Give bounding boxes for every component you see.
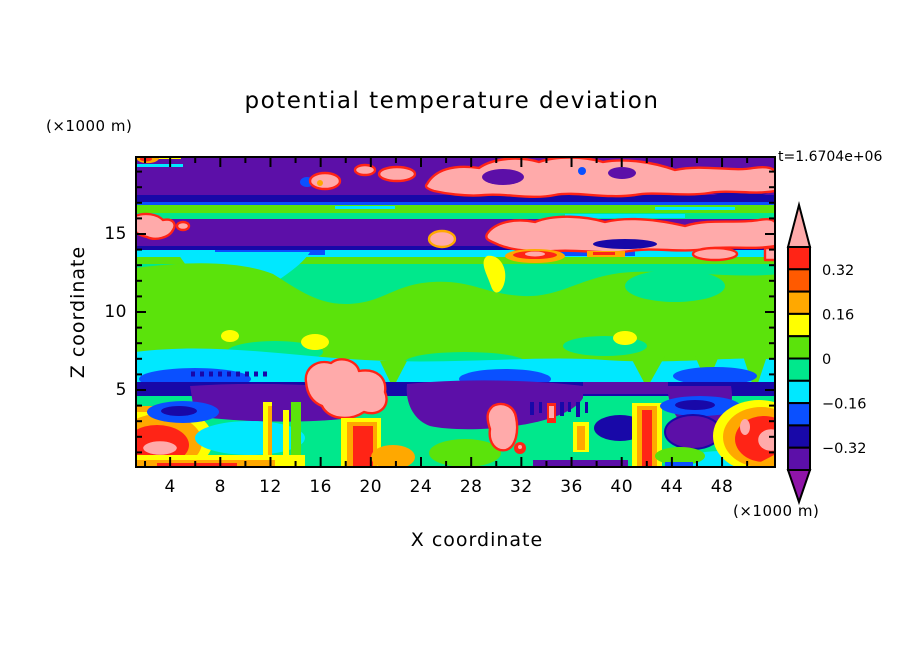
contour-field bbox=[135, 156, 776, 468]
z-tick-label: 15 bbox=[104, 224, 127, 244]
colorbar-segment bbox=[787, 424, 811, 449]
z-axis-units-label: (×1000 m) bbox=[46, 117, 133, 135]
x-tick-label: 24 bbox=[409, 477, 433, 497]
x-tick-label: 44 bbox=[660, 477, 684, 497]
time-annotation: t=1.6704e+06 bbox=[778, 149, 883, 165]
colorbar-segment bbox=[787, 268, 811, 293]
x-tick-label: 36 bbox=[560, 477, 583, 497]
x-tick-label: 12 bbox=[259, 477, 282, 497]
colorbar-segment bbox=[787, 312, 811, 338]
x-tick-label: 4 bbox=[164, 477, 176, 497]
x-axis-units-label: (×1000 m) bbox=[733, 502, 820, 520]
x-tick-label: 8 bbox=[214, 477, 226, 497]
colorbar-segment bbox=[787, 379, 811, 405]
colorbar-over-arrow bbox=[786, 201, 812, 248]
colorbar-label: 0 bbox=[822, 352, 831, 368]
x-tick-label: 16 bbox=[309, 477, 332, 497]
colorbar-segment bbox=[787, 290, 811, 315]
x-tick-label: 28 bbox=[459, 477, 483, 497]
z-tick-label: 5 bbox=[115, 380, 127, 400]
colorbar-label: −0.32 bbox=[822, 441, 866, 457]
colorbar-label: −0.16 bbox=[822, 397, 866, 413]
z-tick-label: 10 bbox=[104, 302, 127, 322]
x-tick-label: 48 bbox=[710, 477, 734, 497]
colorbar-segment bbox=[787, 246, 811, 271]
x-axis-title: X coordinate bbox=[410, 529, 544, 551]
colorbar-segment bbox=[787, 446, 811, 471]
colorbar-segment bbox=[787, 357, 811, 382]
x-tick-label: 20 bbox=[359, 477, 383, 497]
x-tick-label: 32 bbox=[510, 477, 533, 497]
colorbar-segment bbox=[787, 335, 811, 360]
colorbar: 0.32 0.16 0 −0.16 −0.32 bbox=[786, 201, 866, 506]
contour-plot bbox=[135, 156, 776, 468]
chart-title: potential temperature deviation bbox=[244, 88, 660, 114]
plot-frame bbox=[135, 156, 776, 468]
axis-ticks bbox=[137, 158, 774, 466]
colorbar-under-arrow bbox=[786, 469, 812, 506]
colorbar-segment bbox=[787, 402, 811, 427]
x-tick-label: 40 bbox=[610, 477, 634, 497]
colorbar-label: 0.16 bbox=[822, 307, 854, 323]
colorbar-label: 0.32 bbox=[822, 263, 854, 279]
